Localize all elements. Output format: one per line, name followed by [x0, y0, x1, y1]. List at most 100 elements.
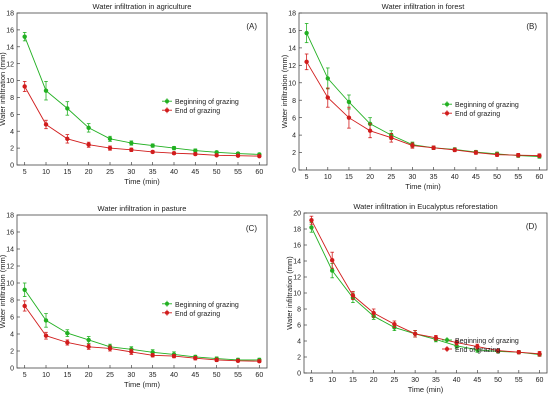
x-tick-label: 40	[170, 169, 178, 176]
data-point	[412, 331, 418, 336]
x-tick-label: 50	[213, 169, 221, 176]
x-tick-label: 30	[127, 372, 135, 379]
x-tick-label: 45	[473, 377, 481, 384]
data-point	[193, 148, 198, 153]
data-point	[257, 359, 262, 364]
x-tick-label: 25	[106, 372, 114, 379]
series-line	[311, 219, 540, 355]
panel-label: (D)	[526, 222, 537, 231]
data-point	[329, 258, 335, 263]
legend-swatch-marker	[165, 99, 169, 104]
y-tick-label: 16	[6, 27, 14, 34]
data-point	[150, 149, 155, 155]
x-tick-label: 5	[305, 174, 309, 181]
y-tick-label: 18	[6, 11, 14, 18]
x-tick-label: 20	[85, 372, 93, 379]
y-tick-label: 4	[297, 339, 301, 346]
y-axis-label: Water infiltration (mm)	[280, 54, 289, 128]
chart-title: Water infiltration in agriculture	[93, 2, 192, 11]
y-tick-label: 16	[293, 243, 301, 250]
panel-label: (C)	[246, 224, 257, 233]
x-tick-label: 20	[85, 169, 93, 176]
data-point	[473, 150, 479, 155]
y-tick-label: 8	[292, 98, 296, 105]
data-point	[65, 340, 70, 345]
y-tick-label: 18	[293, 227, 301, 234]
y-tick-label: 18	[288, 11, 296, 18]
y-tick-label: 8	[10, 298, 14, 305]
data-point	[65, 330, 70, 336]
x-axis-label: Time (min)	[405, 182, 441, 191]
data-point	[193, 151, 198, 157]
x-tick-label: 35	[432, 377, 440, 384]
data-point	[235, 358, 241, 363]
data-point	[43, 88, 49, 93]
x-tick-label: 60	[535, 174, 543, 181]
x-tick-label: 35	[430, 174, 438, 181]
data-point	[433, 335, 439, 340]
x-tick-label: 55	[234, 169, 242, 176]
y-axis-label: Water infiltration (mm)	[0, 254, 7, 328]
series-end-of-grazing	[304, 53, 542, 158]
x-tick-label: 10	[42, 372, 50, 379]
y-tick-label: 20	[293, 211, 301, 218]
y-tick-label: 0	[10, 163, 14, 170]
x-tick-label: 15	[63, 372, 71, 379]
legend-entry: Beginning of grazing	[455, 102, 519, 109]
x-tick-label: 40	[451, 174, 459, 181]
data-point	[107, 346, 113, 351]
data-point	[150, 353, 155, 358]
series-beginning-of-grazing	[309, 222, 542, 357]
y-tick-label: 16	[288, 28, 296, 35]
data-point	[346, 99, 352, 105]
y-tick-label: 0	[297, 371, 301, 378]
data-point	[129, 349, 134, 355]
y-tick-label: 10	[6, 281, 14, 288]
y-tick-label: 10	[288, 80, 296, 87]
data-point	[454, 340, 459, 345]
x-tick-label: 55	[234, 372, 242, 379]
data-point	[325, 95, 330, 100]
y-tick-label: 8	[297, 307, 301, 314]
data-point	[304, 30, 309, 36]
data-point	[86, 337, 91, 343]
y-tick-label: 2	[292, 150, 296, 157]
y-tick-label: 18	[6, 213, 14, 220]
data-point	[171, 150, 177, 156]
y-tick-label: 14	[288, 45, 296, 52]
legend-swatch-marker	[165, 301, 169, 306]
chart-panel-2: 0 2 4 6 8 10 12 14 16 18 5 10 15 20 25 30 35 40 45 50 55 60 Wa…	[280, 2, 548, 191]
y-tick-label: 14	[6, 247, 14, 254]
x-tick-label: 10	[324, 174, 332, 181]
legend-swatch-marker	[445, 102, 449, 107]
legend: Beginning of grazing End of grazing	[442, 337, 519, 354]
data-point	[494, 152, 500, 157]
data-point	[214, 357, 219, 363]
x-tick-label: 55	[514, 174, 522, 181]
series-line	[24, 289, 260, 361]
legend-swatch-marker	[445, 347, 449, 351]
y-tick-label: 10	[6, 78, 14, 85]
x-tick-label: 60	[536, 377, 544, 384]
data-point	[392, 322, 397, 327]
y-tick-label: 6	[10, 112, 14, 119]
data-point	[171, 353, 177, 359]
x-tick-label: 25	[391, 377, 399, 384]
plot-frame	[16, 12, 268, 166]
x-tick-label: 60	[255, 372, 263, 379]
y-tick-label: 6	[10, 315, 14, 322]
legend-swatch-marker	[165, 108, 169, 113]
series-beginning-of-grazing	[22, 32, 262, 157]
legend-entry: Beginning of grazing	[175, 302, 239, 309]
data-point	[350, 293, 356, 298]
x-tick-label: 55	[515, 377, 523, 384]
data-point	[43, 318, 49, 323]
data-point	[171, 145, 177, 151]
series-line	[306, 61, 540, 157]
x-tick-label: 15	[349, 377, 357, 384]
legend: Beginning of grazing End of grazing	[162, 300, 239, 318]
series-end-of-grazing	[309, 215, 542, 357]
series-line	[24, 86, 260, 157]
y-tick-label: 2	[10, 349, 14, 356]
x-tick-label: 35	[149, 169, 157, 176]
